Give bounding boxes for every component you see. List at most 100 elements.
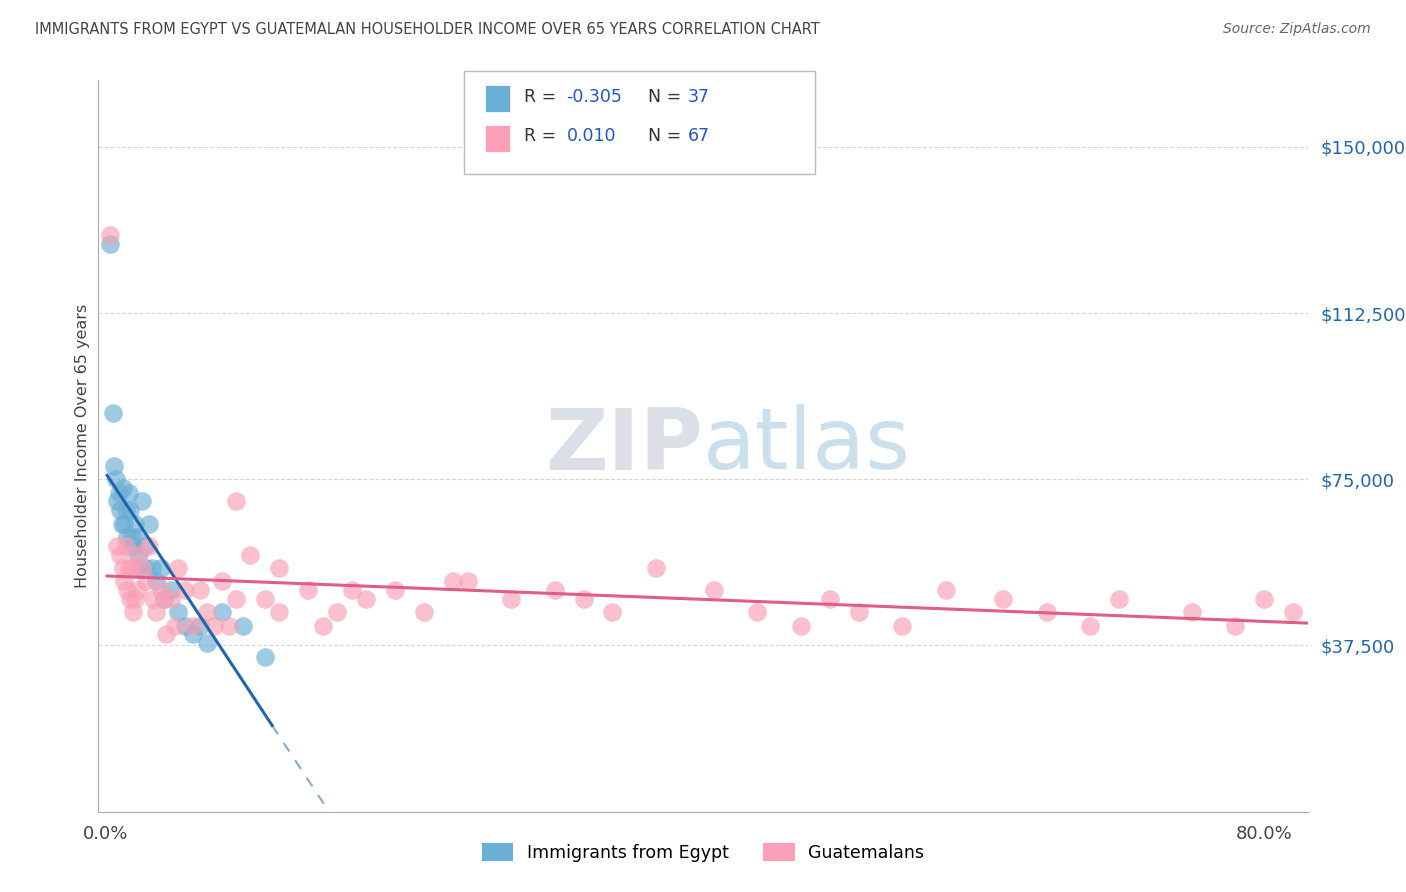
- Point: [141, 561, 163, 575]
- Point: [1080, 618, 1102, 632]
- Point: [232, 618, 254, 632]
- Point: [167, 561, 190, 575]
- Point: [131, 561, 153, 575]
- Point: [103, 458, 125, 473]
- Point: [98, 237, 121, 252]
- Point: [155, 627, 177, 641]
- Point: [174, 618, 197, 632]
- Point: [108, 548, 131, 562]
- Point: [124, 591, 146, 606]
- Point: [121, 561, 143, 575]
- Point: [501, 591, 523, 606]
- Point: [1282, 605, 1305, 619]
- Point: [159, 583, 181, 598]
- Point: [107, 485, 129, 500]
- Point: [457, 574, 479, 589]
- Point: [602, 605, 624, 619]
- Point: [128, 561, 150, 575]
- Point: [790, 618, 813, 632]
- Point: [1225, 618, 1247, 632]
- Point: [747, 605, 769, 619]
- Point: [145, 605, 167, 619]
- Point: [174, 583, 197, 598]
- Point: [135, 561, 157, 575]
- Point: [818, 591, 841, 606]
- Point: [1108, 591, 1130, 606]
- Point: [211, 605, 233, 619]
- Text: IMMIGRANTS FROM EGYPT VS GUATEMALAN HOUSEHOLDER INCOME OVER 65 YEARS CORRELATION: IMMIGRANTS FROM EGYPT VS GUATEMALAN HOUS…: [35, 22, 820, 37]
- Point: [159, 591, 181, 606]
- Text: N =: N =: [637, 128, 686, 145]
- Text: ZIP: ZIP: [546, 404, 703, 488]
- Point: [188, 618, 211, 632]
- Legend: Immigrants from Egypt, Guatemalans: Immigrants from Egypt, Guatemalans: [475, 836, 931, 869]
- Point: [312, 618, 335, 632]
- Point: [253, 649, 276, 664]
- Point: [131, 494, 153, 508]
- Point: [138, 516, 160, 531]
- Point: [115, 503, 138, 517]
- Point: [253, 591, 276, 606]
- Point: [110, 516, 132, 531]
- Point: [188, 583, 211, 598]
- Point: [121, 530, 143, 544]
- Point: [120, 503, 142, 517]
- Point: [135, 574, 157, 589]
- Text: R =: R =: [524, 128, 562, 145]
- Point: [1181, 605, 1204, 619]
- Point: [122, 605, 145, 619]
- Point: [149, 561, 172, 575]
- Point: [118, 561, 141, 575]
- Point: [356, 591, 378, 606]
- Point: [269, 605, 291, 619]
- Point: [167, 605, 190, 619]
- Point: [152, 591, 174, 606]
- Point: [105, 494, 128, 508]
- Text: atlas: atlas: [703, 404, 911, 488]
- Point: [993, 591, 1015, 606]
- Point: [239, 548, 262, 562]
- Point: [384, 583, 406, 598]
- Point: [703, 583, 725, 598]
- Text: N =: N =: [637, 88, 686, 106]
- Point: [127, 548, 149, 562]
- Text: Source: ZipAtlas.com: Source: ZipAtlas.com: [1223, 22, 1371, 37]
- Point: [114, 574, 136, 589]
- Point: [117, 530, 139, 544]
- Point: [195, 636, 218, 650]
- Text: 67: 67: [688, 128, 710, 145]
- Point: [125, 530, 148, 544]
- Text: 37: 37: [688, 88, 710, 106]
- Text: -0.305: -0.305: [567, 88, 623, 106]
- Point: [181, 627, 204, 641]
- Point: [211, 574, 233, 589]
- Point: [848, 605, 870, 619]
- Point: [108, 503, 131, 517]
- Point: [138, 539, 160, 553]
- Point: [112, 481, 135, 495]
- Point: [117, 583, 139, 598]
- Point: [413, 605, 436, 619]
- Point: [142, 591, 165, 606]
- Point: [127, 583, 149, 598]
- Point: [340, 583, 363, 598]
- Point: [297, 583, 319, 598]
- Point: [120, 591, 142, 606]
- Point: [441, 574, 464, 589]
- Point: [1253, 591, 1275, 606]
- Point: [124, 516, 146, 531]
- Point: [195, 605, 218, 619]
- Point: [112, 561, 135, 575]
- Point: [572, 591, 595, 606]
- Point: [134, 539, 156, 553]
- Point: [118, 485, 141, 500]
- Point: [115, 539, 138, 553]
- Point: [101, 406, 124, 420]
- Point: [152, 591, 174, 606]
- Y-axis label: Householder Income Over 65 years: Householder Income Over 65 years: [75, 304, 90, 588]
- Point: [114, 516, 136, 531]
- Point: [645, 561, 668, 575]
- Point: [149, 583, 172, 598]
- Point: [181, 618, 204, 632]
- Point: [225, 591, 247, 606]
